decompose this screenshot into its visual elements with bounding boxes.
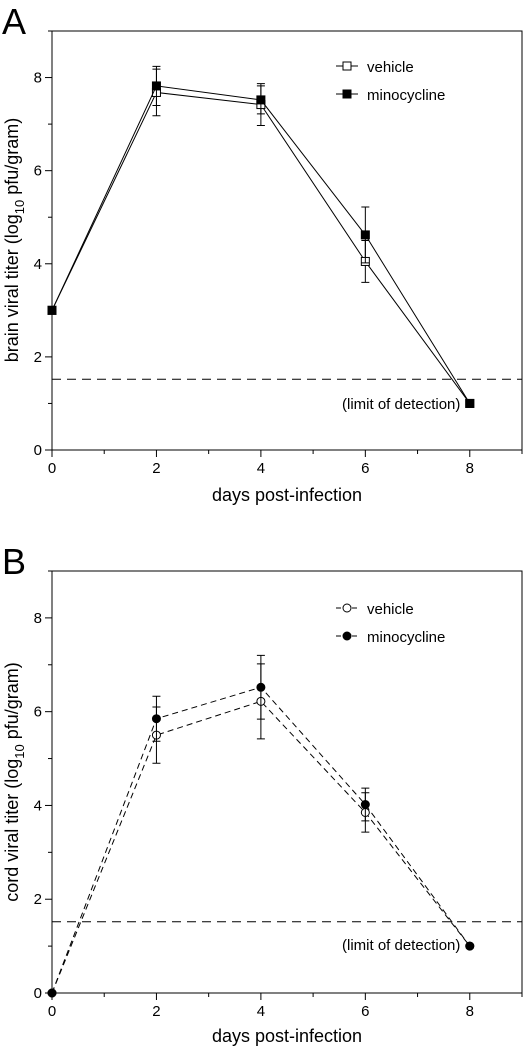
panel-b-y-tick-label: 4: [34, 797, 42, 814]
panel-a-series: [47, 65, 475, 408]
panel-b-series-line-vehicle: [51, 700, 471, 994]
panel-a-y-tick-label: 6: [34, 163, 42, 180]
panel-a-chart: A 0 2 4 6 8 0 2 4 6 8 days post-infection brain v…: [2, 1, 523, 505]
panel-a-y-tick-label: 4: [34, 256, 42, 273]
panel-b-x-axis-label: days post-infection: [212, 1026, 362, 1046]
panel-b-y-label-tail: pfu/gram): [2, 662, 22, 744]
panel-b-x-tick-label: 0: [48, 1003, 56, 1020]
panel-a-legend-marker-vehicle: [342, 61, 352, 71]
panel-b-legend: vehicle minocycline: [336, 601, 445, 646]
panel-a-y-tick-label: 2: [34, 349, 42, 366]
panel-b-y-tick-label: 8: [34, 610, 42, 627]
panel-b-chart: B 0 2 4 6 8 0 2 4 6 8 days post-infection cord vi…: [2, 541, 523, 1046]
panel-a-y-label-tail: pfu/gram): [2, 118, 22, 200]
panel-b-legend-key-vehicle: [336, 603, 358, 613]
panel-b-letter: B: [2, 541, 26, 582]
panel-a-legend: vehicle minocycline: [336, 59, 445, 104]
panel-b-legend-marker-minocycline: [342, 631, 352, 641]
panel-b-axes: 0 2 4 6 8 0 2 4 6 8: [34, 570, 523, 1020]
panel-a-y-tick-label: 8: [34, 70, 42, 87]
panel-b-data-point-minocycline: [151, 714, 161, 724]
panel-a-y-axis-label: brain viral titer (log10 pfu/gram): [2, 118, 27, 363]
panel-b-legend-label-vehicle: vehicle: [367, 601, 414, 618]
panel-a-axes: 0 2 4 6 8 0 2 4 6 8: [34, 30, 523, 477]
panel-a-legend-key-minocycline: [336, 89, 358, 99]
panel-b-x-tick-label: 6: [361, 1003, 369, 1020]
panel-a-series-line-minocycline: [51, 85, 471, 404]
panel-a-data-point-minocycline: [465, 398, 475, 408]
panel-b-data-point-minocycline: [47, 988, 57, 998]
panel-a-y-tick-label: 0: [34, 442, 42, 459]
panel-a-y-label-main: brain viral titer (log: [2, 214, 22, 362]
panel-b-plot-frame: [51, 570, 523, 994]
panel-a-plot-frame: [51, 30, 523, 451]
panel-b-series: [47, 654, 475, 998]
panel-b-legend-label-minocycline: minocycline: [367, 629, 445, 646]
panel-b-y-tick-label: 6: [34, 704, 42, 721]
panel-b-y-tick-label: 0: [34, 985, 42, 1002]
panel-b-x-tick-label: 4: [257, 1003, 265, 1020]
panel-b-legend-marker-vehicle: [342, 603, 352, 613]
panel-a-data-point-minocycline: [360, 230, 370, 240]
panel-b-data-point-minocycline: [360, 800, 370, 810]
panel-a-data-point-minocycline: [151, 81, 161, 91]
panel-b-data-point-minocycline: [256, 682, 266, 692]
panel-b-limit-of-detection-label: (limit of detection): [342, 937, 460, 954]
panel-a-x-tick-label: 0: [48, 460, 56, 477]
panel-a-legend-label-minocycline: minocycline: [367, 87, 445, 104]
panel-a-x-tick-label: 6: [361, 460, 369, 477]
panel-a-x-tick-label: 8: [466, 460, 474, 477]
panel-b-data-point-minocycline: [465, 941, 475, 951]
panel-a-x-tick-label: 4: [257, 460, 265, 477]
panel-a-data-point-minocycline: [256, 95, 266, 105]
panel-a-x-axis-label: days post-infection: [212, 485, 362, 505]
panel-a-limit-of-detection-label: (limit of detection): [342, 396, 460, 413]
panel-b-x-tick-label: 8: [466, 1003, 474, 1020]
panel-a-series-line-vehicle: [51, 91, 471, 404]
panel-b-x-tick-label: 2: [152, 1003, 160, 1020]
panel-b-y-label-subscript: 10: [12, 744, 27, 758]
panel-a-y-label-subscript: 10: [12, 200, 27, 214]
panel-b-y-label-main: cord viral titer (log: [2, 759, 22, 902]
panel-b-legend-key-minocycline: [336, 631, 358, 641]
panel-a-legend-marker-minocycline: [342, 89, 352, 99]
panel-b-y-axis-label: cord viral titer (log10 pfu/gram): [2, 662, 27, 902]
panel-a-data-point-minocycline: [47, 305, 57, 315]
panel-a-letter: A: [2, 1, 26, 42]
panel-a-legend-label-vehicle: vehicle: [367, 59, 414, 76]
panel-a-x-tick-label: 2: [152, 460, 160, 477]
panel-a-legend-key-vehicle: [336, 61, 358, 71]
panel-b-y-tick-label: 2: [34, 891, 42, 908]
